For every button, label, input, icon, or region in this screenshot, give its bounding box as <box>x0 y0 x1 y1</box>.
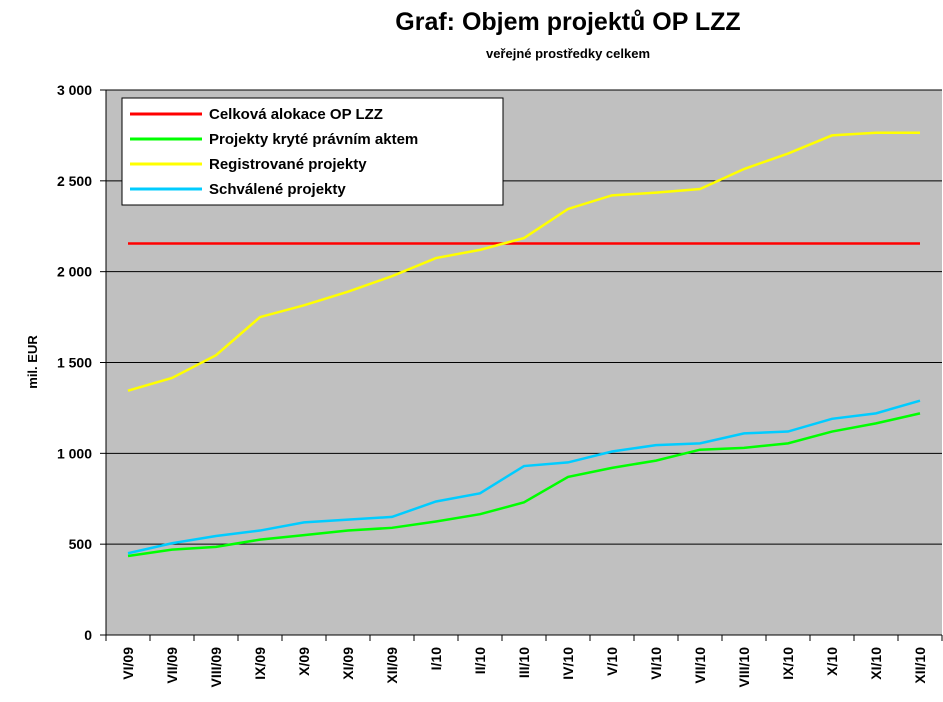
x-tick-label: XI/10 <box>868 647 884 680</box>
x-tick-label: X/10 <box>824 647 840 676</box>
chart-title: Graf: Objem projektů OP LZZ <box>395 8 740 36</box>
x-tick-label: XII/10 <box>912 647 928 684</box>
x-tick-label: III/10 <box>516 647 532 678</box>
x-tick-label: VIII/09 <box>208 647 224 688</box>
x-tick-label: VI/09 <box>120 647 136 680</box>
x-tick-label: IX/09 <box>252 647 268 680</box>
y-tick-label: 0 <box>84 627 92 643</box>
legend-label: Schválené projekty <box>209 181 346 198</box>
x-tick-label: VI/10 <box>648 647 664 680</box>
legend-label: Celková alokace OP LZZ <box>209 106 383 123</box>
x-tick-label: V/10 <box>604 647 620 676</box>
y-tick-label: 1 500 <box>57 355 92 371</box>
chart-subtitle: veřejné prostředky celkem <box>486 46 650 61</box>
x-tick-label: IX/10 <box>780 647 796 680</box>
series-line <box>127 412 921 558</box>
series-line <box>127 399 921 555</box>
x-tick-label: VIII/10 <box>736 647 752 688</box>
y-tick-label: 2 500 <box>57 173 92 189</box>
y-tick-label: 500 <box>69 536 93 552</box>
y-axis-label: mil. EUR <box>25 335 40 389</box>
x-tick-label: XI/09 <box>340 647 356 680</box>
x-tick-label: II/10 <box>472 647 488 674</box>
legend-label: Projekty kryté právním aktem <box>209 131 418 148</box>
series-line <box>127 131 920 392</box>
x-tick-label: X/09 <box>296 647 312 676</box>
y-tick-label: 2 000 <box>57 264 92 280</box>
x-tick-label: VII/09 <box>164 647 180 684</box>
x-tick-label: I/10 <box>428 647 444 671</box>
y-tick-label: 3 000 <box>57 82 92 98</box>
x-tick-label: VII/10 <box>692 647 708 684</box>
x-tick-label: XII/09 <box>384 647 400 684</box>
legend-box <box>121 97 504 206</box>
y-tick-label: 1 000 <box>57 445 92 461</box>
legend-label: Registrované projekty <box>209 156 367 173</box>
x-tick-label: IV/10 <box>560 647 576 680</box>
